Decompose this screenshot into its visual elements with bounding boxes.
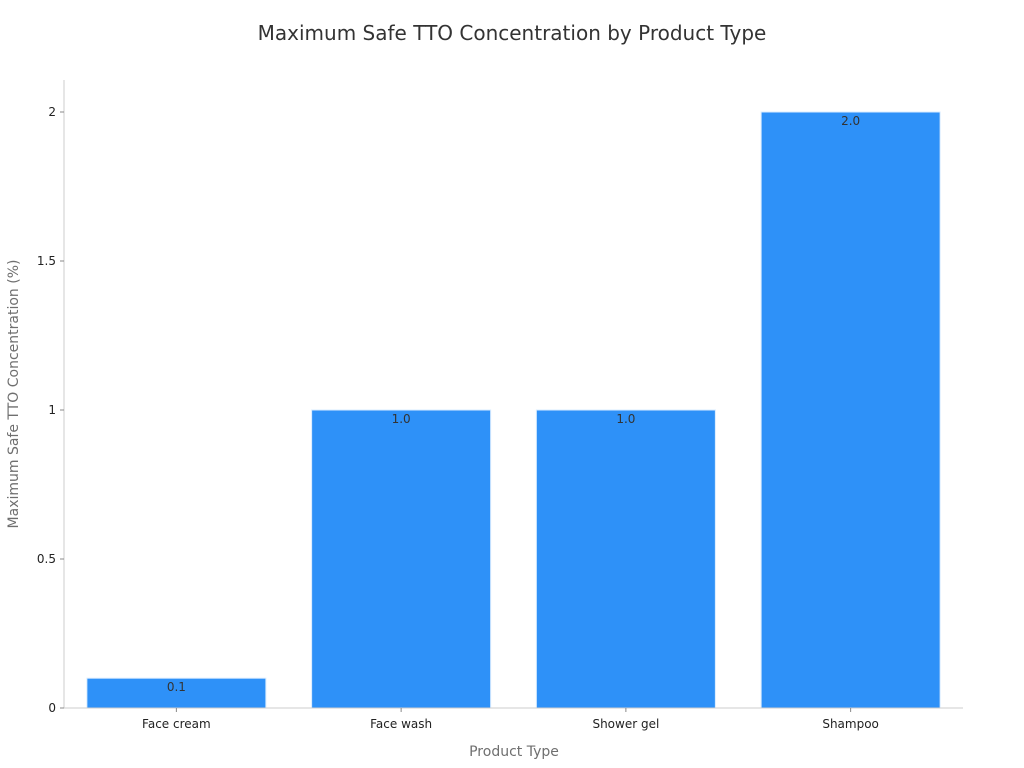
bar-shampoo [760, 111, 941, 709]
data-labels-group: 0.1 1.0 1.0 2.0 [167, 114, 860, 694]
x-axis-ticks: Face cream Face wash Shower gel Shampoo [142, 708, 879, 731]
x-tick-label: Face cream [142, 717, 211, 731]
bar-face-wash [311, 409, 492, 709]
y-axis-ticks: 0 0.5 1 1.5 2 [37, 105, 64, 715]
x-tick-label: Shower gel [592, 717, 659, 731]
x-tick-label: Shampoo [822, 717, 879, 731]
x-tick-label: Face wash [370, 717, 432, 731]
y-axis-title: Maximum Safe TTO Concentration (%) [6, 260, 22, 529]
y-tick-label: 1.5 [37, 254, 56, 268]
data-label: 2.0 [841, 114, 860, 128]
chart-title: Maximum Safe TTO Concentration by Produc… [258, 21, 767, 45]
x-axis-title: Product Type [469, 744, 559, 760]
bars-group [86, 111, 941, 709]
y-tick-label: 1 [48, 403, 56, 417]
data-label: 0.1 [167, 680, 186, 694]
y-tick-label: 0 [48, 701, 56, 715]
data-label: 1.0 [392, 412, 411, 426]
data-label: 1.0 [616, 412, 635, 426]
bar-shower-gel [535, 409, 716, 709]
plot-area: 0.1 1.0 1.0 2.0 0 0.5 1 1.5 2 Face cream Face wa… [37, 80, 963, 731]
y-tick-label: 0.5 [37, 552, 56, 566]
y-tick-label: 2 [48, 105, 56, 119]
bar-face-cream [86, 677, 267, 709]
